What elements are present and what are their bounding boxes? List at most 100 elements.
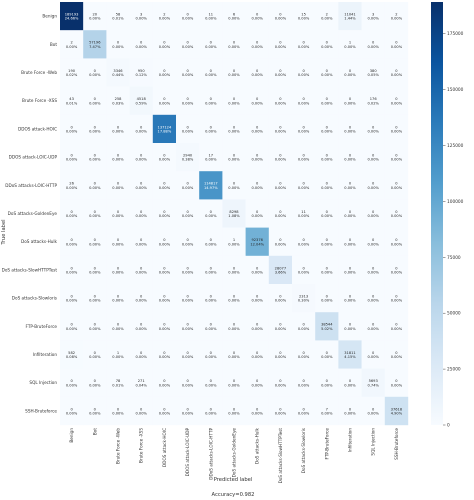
heatmap-cell	[176, 143, 200, 172]
cell-label: 0	[349, 323, 352, 327]
heatmap-cell	[222, 284, 246, 313]
cell-label: 0	[256, 41, 259, 45]
cell-percent: 0.00%	[275, 355, 287, 359]
heatmap-cell	[222, 171, 246, 200]
cell-label: 0	[395, 351, 398, 355]
cell-percent: 0.00%	[391, 299, 403, 303]
cell-label: 0	[302, 266, 305, 270]
heatmap-cell	[384, 143, 409, 172]
cell-percent: 0.00%	[112, 45, 124, 49]
cell-label: 2	[163, 13, 165, 17]
cell-percent: 0.00%	[112, 158, 124, 162]
heatmap-cell	[292, 396, 316, 426]
cell-label: 0	[70, 125, 73, 129]
heatmap-cell	[129, 171, 153, 200]
cell-label: 0	[326, 125, 329, 129]
heatmap-cell	[129, 227, 153, 256]
cell-percent: 24.66%	[65, 17, 79, 21]
heatmap-cell	[361, 368, 385, 397]
cell-percent: 12.04%	[250, 242, 264, 246]
cell-percent: 0.00%	[275, 214, 287, 218]
cell-label: 0	[163, 379, 166, 383]
cell-label: 0	[117, 323, 120, 327]
cell-label: 0	[256, 125, 259, 129]
cell-label: 1	[117, 351, 119, 355]
cell-percent: 0.00%	[298, 242, 310, 246]
heatmap-cell	[315, 86, 339, 115]
cell-percent: 0.00%	[66, 383, 78, 387]
cell-percent: 0.00%	[391, 45, 403, 49]
heatmap-cell	[152, 199, 177, 228]
cell-label: 0	[70, 323, 73, 327]
x-tick-label: SSH-Bruteforce	[394, 428, 399, 460]
cell-label: 0	[140, 295, 143, 299]
cell-label: 0	[186, 295, 189, 299]
heatmap-cell	[384, 284, 409, 313]
cell-percent: 0.00%	[251, 158, 263, 162]
heatmap-cell	[129, 86, 153, 115]
cell-label: 0	[163, 97, 166, 101]
heatmap-cell	[60, 58, 84, 87]
cell-percent: 0.00%	[367, 17, 379, 21]
cell-percent: 3.66%	[275, 271, 287, 275]
heatmap-cell	[245, 255, 269, 285]
heatmap-cell	[361, 396, 385, 426]
heatmap-cell	[384, 30, 409, 59]
x-tick-label: Bot	[92, 428, 97, 435]
cell-percent: 0.00%	[391, 186, 403, 190]
heatmap-cell	[245, 2, 269, 31]
cell-label: 0	[233, 69, 236, 73]
heatmap-cell	[338, 255, 362, 285]
colorbar-ticks: 0 25000 50000 75000 100000 125000 150000 175000	[443, 31, 464, 429]
cell-percent: 0.00%	[228, 242, 240, 246]
cell-label: 0	[233, 154, 236, 158]
heatmap-cell	[338, 312, 362, 341]
heatmap-cell	[245, 227, 269, 256]
cell-label: 0	[302, 238, 305, 242]
cell-label: 0	[372, 295, 375, 299]
cell-label: 0	[163, 154, 166, 158]
y-tick-label: Brute Force -XSS	[22, 98, 57, 103]
heatmap-cell	[245, 368, 269, 397]
cell-percent: 7.47%	[89, 45, 101, 49]
y-tick-labels: Benign Bot Brute Force -Web Brute Force -XS…	[2, 14, 58, 414]
cell-percent: 0.38%	[182, 158, 194, 162]
cell-label: 0	[395, 69, 398, 73]
cell-percent: 0.00%	[112, 130, 124, 134]
heatmap-cell	[60, 396, 84, 426]
heatmap-cell	[315, 2, 339, 31]
cell-percent: 0.00%	[298, 17, 310, 21]
heatmap-cells: 18919324.66%200.00%580.01%30.00%20.00%00…	[60, 2, 409, 426]
x-tick-label: DoS attacks-GoldenEye	[232, 428, 237, 478]
cell-percent: 0.00%	[228, 45, 240, 49]
cell-percent: 0.00%	[205, 271, 217, 275]
cell-percent: 0.08%	[66, 355, 78, 359]
heatmap-cell	[361, 30, 385, 59]
cell-label: 0	[372, 41, 375, 45]
cell-label: 0	[256, 69, 259, 73]
heatmap-cell	[176, 255, 200, 285]
heatmap-cell	[338, 86, 362, 115]
cell-label: 0	[94, 210, 97, 214]
cell-percent: 0.00%	[251, 73, 263, 77]
cell-percent: 0.00%	[112, 271, 124, 275]
cell-percent: 0.00%	[367, 130, 379, 134]
cell-label: 176	[370, 97, 378, 101]
cell-label: 0	[94, 154, 97, 158]
cell-percent: 0.00%	[159, 214, 171, 218]
y-tick-label: DoS attacks-GoldenEye	[8, 211, 58, 216]
x-tick-label: FTP-BruteForce	[324, 428, 329, 460]
cell-percent: 0.00%	[251, 130, 263, 134]
cell-percent: 0.00%	[135, 45, 147, 49]
heatmap-cell	[83, 312, 107, 341]
cell-percent: 0.00%	[112, 214, 124, 218]
cell-label: 0	[163, 69, 166, 73]
cell-percent: 0.00%	[298, 73, 310, 77]
cell-label: 0	[94, 323, 97, 327]
cell-label: 0	[186, 210, 189, 214]
cell-label: 20	[93, 13, 98, 17]
cell-label: 11	[209, 13, 214, 17]
x-tick-label: DoS attacks-SlowHTTPTest	[278, 428, 283, 484]
cell-label: 0	[302, 125, 305, 129]
